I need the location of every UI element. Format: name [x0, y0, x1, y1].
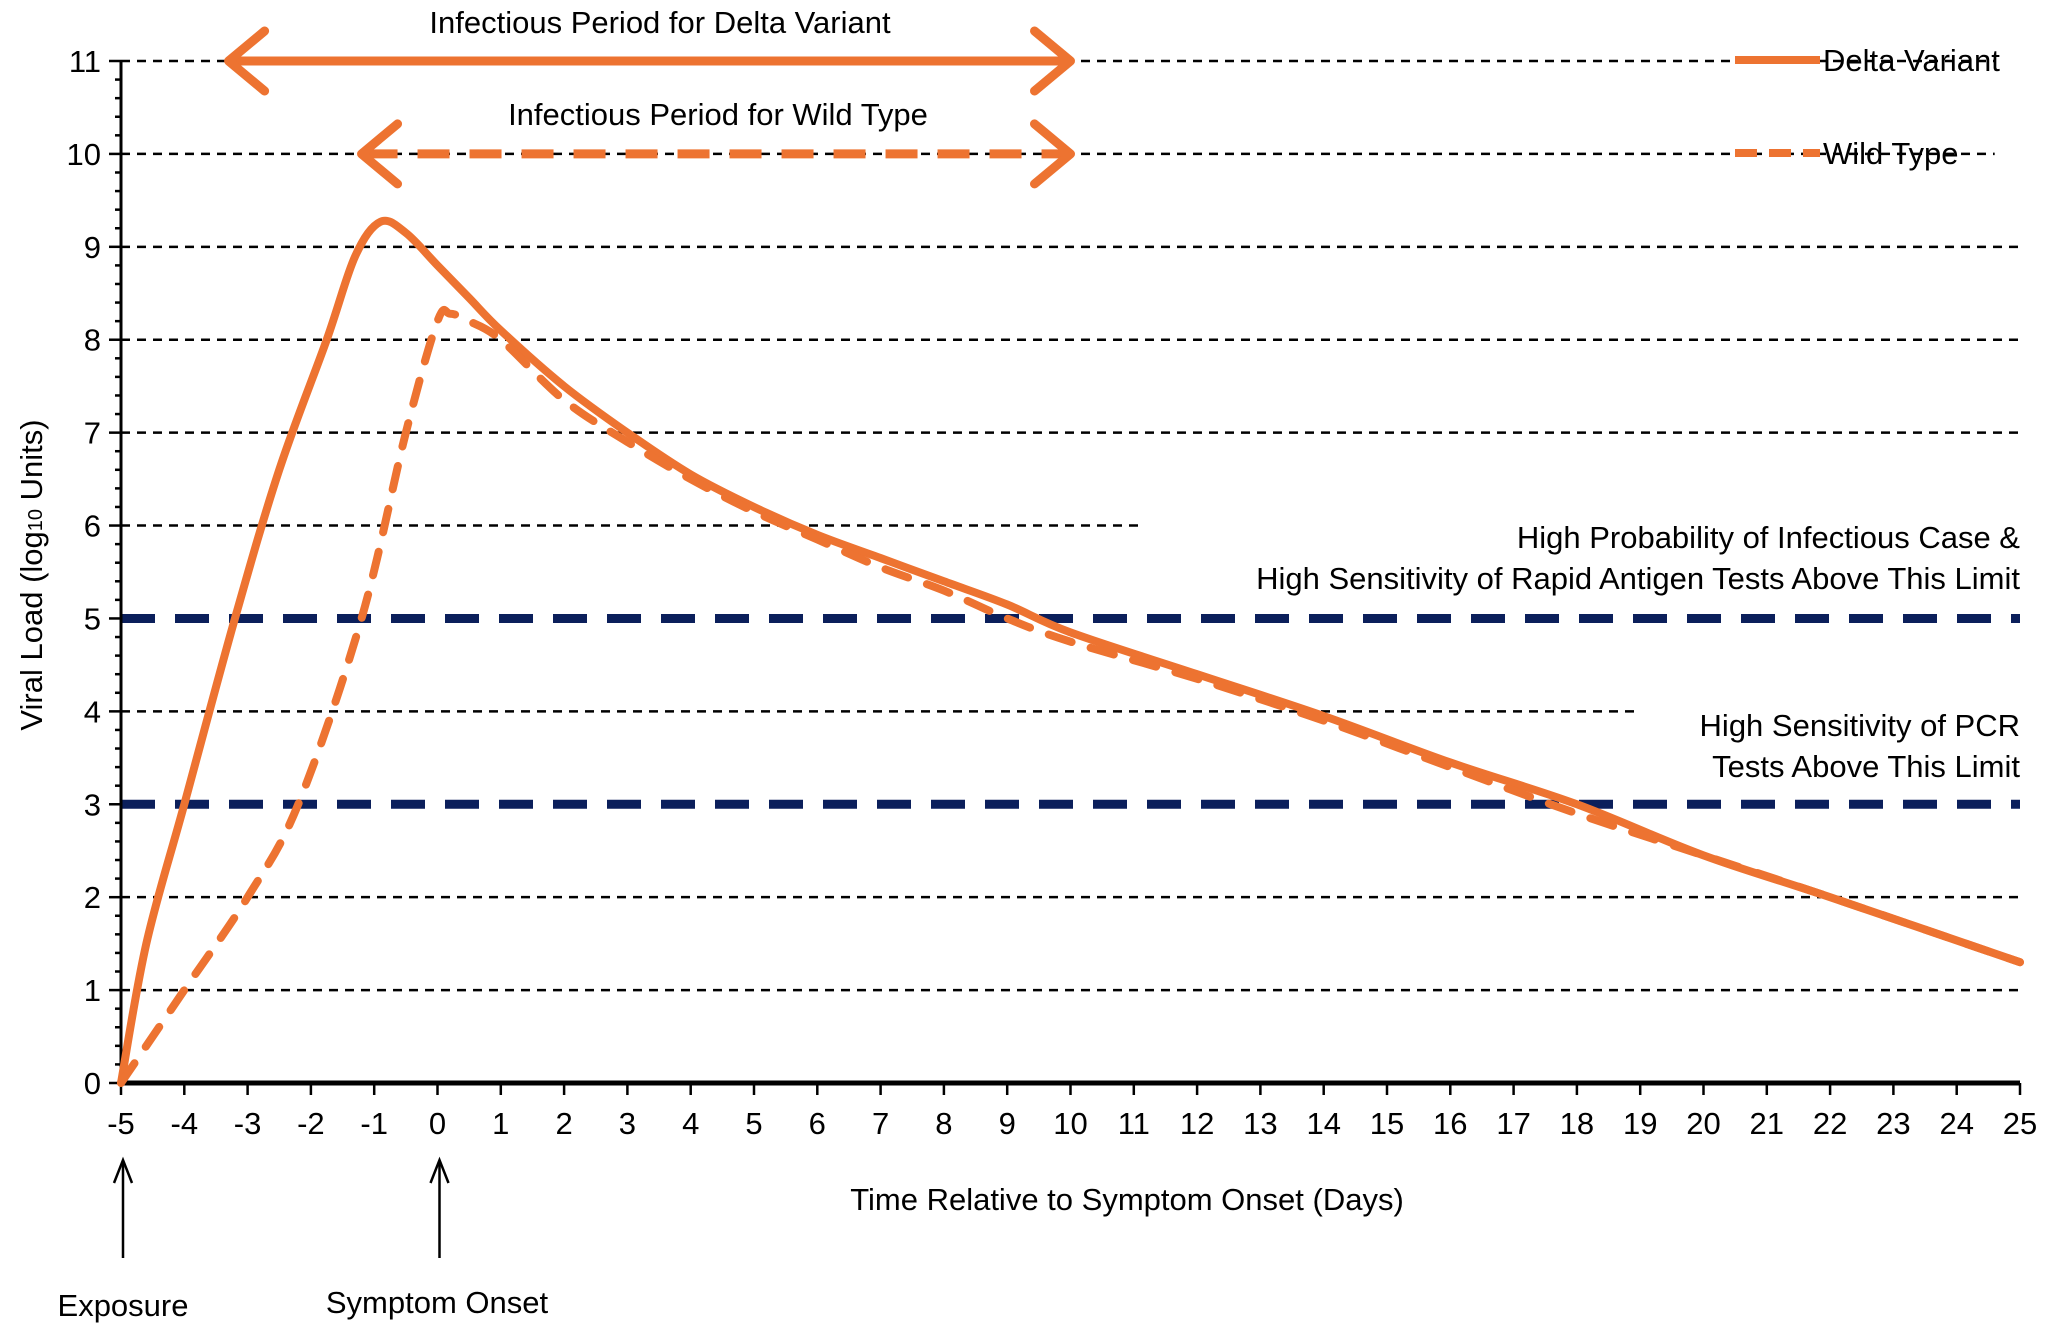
- x-tick-label: 1: [492, 1106, 509, 1141]
- x-tick-label: 12: [1180, 1106, 1214, 1141]
- arrowhead-right-delta-icon: [1030, 26, 1075, 96]
- legend: Delta Variant Wild Type: [1735, 43, 2000, 171]
- x-tick-label: 4: [682, 1106, 699, 1141]
- x-tick-label: 24: [1939, 1106, 1973, 1141]
- x-tick-label: 2: [555, 1106, 572, 1141]
- x-tick-label: 22: [1813, 1106, 1847, 1141]
- pcr-threshold-line2: Tests Above This Limit: [1712, 749, 2020, 784]
- x-tick-label: 15: [1370, 1106, 1404, 1141]
- y-tick-label: 11: [69, 44, 101, 79]
- symptom-onset-label: Symptom Onset: [326, 1285, 549, 1320]
- x-tick-label: 17: [1496, 1106, 1530, 1141]
- wild-type-line: [117, 305, 2024, 1087]
- x-tick-label: 3: [619, 1106, 636, 1141]
- arrowhead-left-delta-icon: [224, 26, 270, 96]
- infectious-period-arrows: [224, 26, 1075, 189]
- x-tick-label: 13: [1243, 1106, 1277, 1141]
- series-lines: [117, 216, 2024, 1087]
- legend-label-wild: Wild Type: [1823, 136, 1959, 171]
- antigen-threshold-line1: High Probability of Infectious Case &: [1517, 520, 2020, 555]
- y-tick-label: 1: [84, 973, 101, 1008]
- y-tick-label: 4: [84, 694, 101, 729]
- infectious-period-wild-label: Infectious Period for Wild Type: [508, 97, 928, 132]
- antigen-threshold-line2: High Sensitivity of Rapid Antigen Tests …: [1256, 561, 2020, 596]
- y-tick-label: 9: [84, 230, 101, 265]
- x-tick-label: 6: [809, 1106, 826, 1141]
- y-tick-label: 7: [84, 416, 101, 451]
- x-tick-label: 14: [1306, 1106, 1340, 1141]
- x-tick-label: 16: [1433, 1106, 1467, 1141]
- exposure-label: Exposure: [58, 1288, 189, 1323]
- pcr-threshold-line1: High Sensitivity of PCR: [1700, 708, 2020, 743]
- x-tick-label: 18: [1560, 1106, 1594, 1141]
- legend-label-delta: Delta Variant: [1823, 43, 2000, 78]
- arrowhead-left-wild-icon: [357, 119, 403, 189]
- x-tick-label: 23: [1876, 1106, 1910, 1141]
- y-tick-label: 6: [84, 509, 101, 544]
- infectious-period-delta-label: Infectious Period for Delta Variant: [429, 5, 891, 40]
- x-tick-label: 11: [1118, 1106, 1150, 1141]
- event-markers: Exposure Symptom Onset: [58, 1156, 549, 1323]
- y-tick-label: 3: [84, 787, 101, 822]
- delta-variant-line: [117, 216, 2024, 1087]
- y-axis-title-sub: 10: [25, 509, 47, 531]
- y-tick-label: 2: [84, 880, 101, 915]
- exposure-arrowhead-icon: [112, 1156, 134, 1184]
- x-tick-label: 5: [745, 1106, 762, 1141]
- x-tick-label: 25: [2003, 1106, 2037, 1141]
- threshold-lines: [121, 613, 2020, 809]
- x-tick-label: 9: [999, 1106, 1016, 1141]
- x-tick-label: 20: [1686, 1106, 1720, 1141]
- y-tick-label: 8: [84, 323, 101, 358]
- x-tick-label: -1: [360, 1106, 388, 1141]
- y-axis-title-main: Viral Load (log: [14, 531, 49, 730]
- threshold-annotations: High Probability of Infectious Case & Hi…: [1256, 520, 2020, 784]
- y-tick-label: 10: [67, 137, 101, 172]
- x-tick-label: -2: [297, 1106, 325, 1141]
- axes: [109, 59, 2022, 1095]
- x-tick-label: 8: [935, 1106, 952, 1141]
- y-axis-title: Viral Load (log10 Units): [14, 419, 49, 730]
- x-tick-label: 19: [1623, 1106, 1657, 1141]
- y-tick-label: 0: [84, 1066, 101, 1101]
- x-tick-label: 7: [872, 1106, 889, 1141]
- x-tick-label: 0: [429, 1106, 446, 1141]
- y-tick-label: 5: [84, 601, 101, 636]
- x-tick-label: 21: [1750, 1106, 1784, 1141]
- x-tick-label: 10: [1053, 1106, 1087, 1141]
- symptom-onset-arrowhead-icon: [429, 1156, 450, 1184]
- arrowhead-right-wild-icon: [1030, 119, 1075, 189]
- x-axis-title: Time Relative to Symptom Onset (Days): [850, 1182, 1404, 1217]
- y-axis-title-end: Units): [14, 419, 49, 509]
- x-tick-label: -4: [171, 1106, 199, 1141]
- x-tick-label: -3: [234, 1106, 262, 1141]
- x-tick-label: -5: [107, 1106, 135, 1141]
